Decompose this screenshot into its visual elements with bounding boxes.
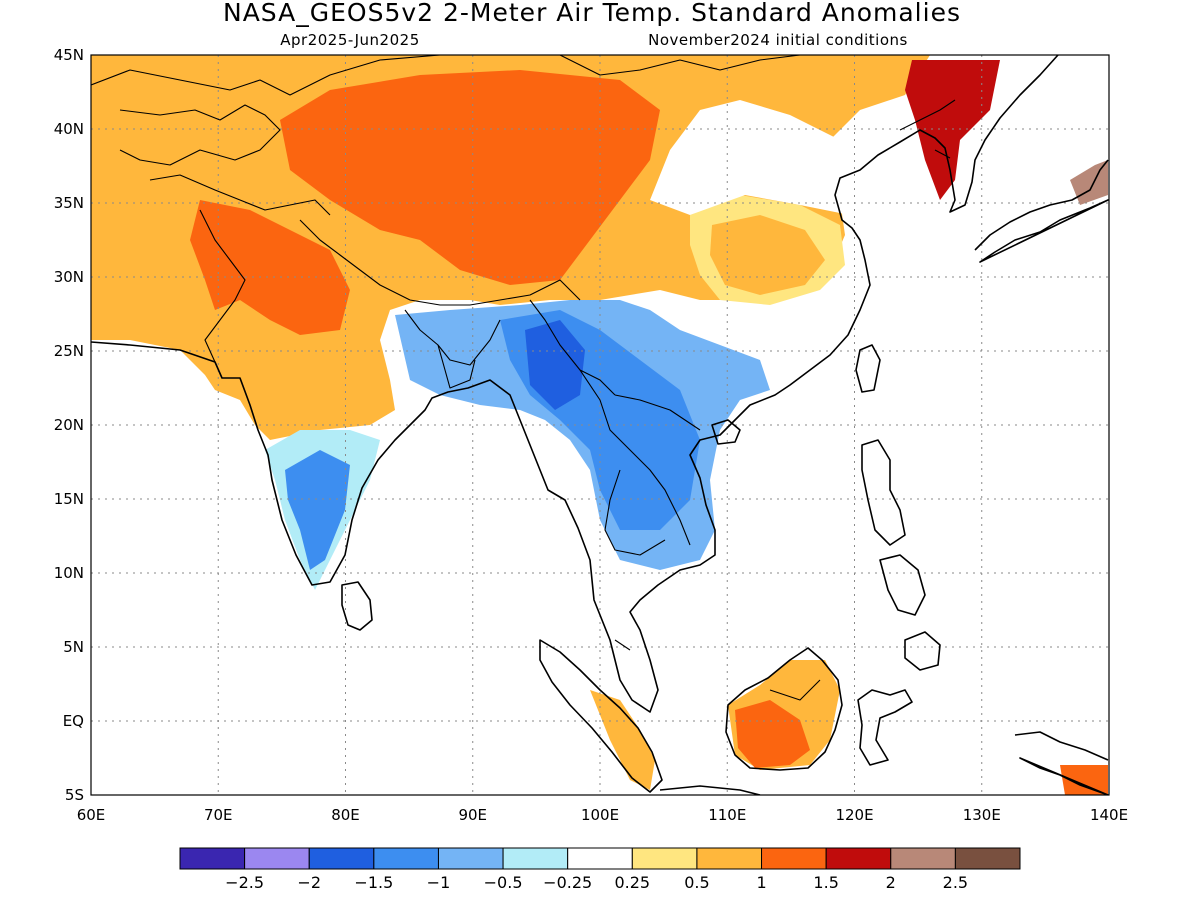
longitude-tick-label: 120E — [835, 806, 873, 824]
colorbar-swatch — [308, 847, 375, 870]
colorbar-swatch — [890, 847, 956, 870]
india-strong-cool-region — [285, 450, 350, 570]
longitude-tick-label: 90E — [458, 806, 487, 824]
longitude-tick-label: 70E — [204, 806, 233, 824]
sri-lanka-coast — [341, 581, 373, 631]
coastlines — [91, 55, 1109, 795]
colorbar-tick-label: 1 — [756, 873, 766, 892]
sumatra-coast — [539, 639, 663, 793]
colorbar-tick-label: −1 — [427, 873, 451, 892]
colorbar-swatch — [696, 847, 763, 870]
latitude-tick-label: 15N — [54, 490, 84, 508]
map-plot-area — [91, 55, 1109, 795]
colorbar-swatch — [502, 847, 569, 870]
colorbar-tick-label: 1.5 — [813, 873, 838, 892]
latitude-tick-label: 5N — [63, 638, 84, 656]
border-india-east — [404, 309, 501, 366]
latitude-tick-label: 45N — [54, 46, 84, 64]
map-frame — [90, 54, 1110, 796]
border-myanmar-china — [529, 299, 616, 396]
colorbar-tick-label: −0.5 — [484, 873, 523, 892]
figure-title: NASA_GEOS5v2 2-Meter Air Temp. Standard … — [223, 0, 961, 27]
colorbar-swatch — [244, 847, 310, 870]
latitude-tick-label: 5S — [65, 786, 84, 804]
colorbar-swatch — [954, 847, 1021, 870]
latitude-tick-label: 40N — [54, 120, 84, 138]
longitude-tick-label: 100E — [581, 806, 619, 824]
colorbar-swatch — [437, 847, 504, 870]
inner-warm-region — [710, 215, 825, 295]
borneo-coast — [725, 647, 843, 771]
myanmar-cool-core — [525, 320, 585, 410]
longitude-tick-label: 80E — [331, 806, 360, 824]
national-borders — [91, 55, 956, 701]
korea-hot-region — [905, 60, 1000, 200]
asia-mainland-coast — [91, 55, 1059, 713]
latitude-tick-label: 35N — [54, 194, 84, 212]
new-guinea-warm-region — [1060, 765, 1108, 795]
philippine-islands-coast — [879, 554, 941, 671]
north-china-neutral-region — [650, 100, 860, 215]
colorbar-swatch — [761, 847, 827, 870]
colorbar-swatch — [567, 847, 633, 870]
colorbar-tick-label: −2 — [297, 873, 321, 892]
border-himalaya — [299, 219, 581, 306]
latitude-tick-label: 30N — [54, 268, 84, 286]
border-bangladesh — [437, 344, 476, 389]
longitude-tick-label: 140E — [1090, 806, 1128, 824]
border-malaysia — [614, 639, 821, 701]
latitude-tick-label: 10N — [54, 564, 84, 582]
sumatra-warm-region — [590, 690, 655, 790]
latitude-tick-label: EQ — [63, 712, 84, 730]
colorbar-tick-label: −1.5 — [354, 873, 393, 892]
colorbar-swatch — [179, 847, 246, 870]
java-coast — [659, 785, 761, 795]
colorbar-tick-label: 2 — [886, 873, 896, 892]
longitude-tick-label: 110E — [708, 806, 746, 824]
hainan-coast — [711, 419, 741, 445]
borneo-strong-warm-region — [735, 700, 810, 768]
sulawesi-coast — [857, 689, 913, 766]
luzon-coast — [861, 439, 906, 546]
colorbar-tick-label: 0.25 — [614, 873, 650, 892]
border-central-asia — [119, 104, 281, 166]
border-indochina — [579, 369, 701, 556]
longitude-tick-label: 130E — [963, 806, 1001, 824]
colorbar-legend: −2.5 −2 −1.5 −1 −0.5 −0.25 0.25 0.5 1 1.5 2 2.5 — [179, 847, 1021, 892]
border-korea — [899, 99, 956, 159]
latitude-tick-label: 25N — [54, 342, 84, 360]
colorbar-tick-label: −2.5 — [225, 873, 264, 892]
colorbar-tick-label: −0.25 — [543, 873, 592, 892]
initial-conditions-subtitle: November2024 initial conditions — [648, 31, 908, 49]
new-guinea-coast — [1014, 731, 1109, 795]
colorbar-tick-label: 0.5 — [684, 873, 709, 892]
colorbar-tick-label: 2.5 — [943, 873, 968, 892]
period-subtitle: Apr2025-Jun2025 — [280, 31, 419, 49]
colorbar-swatch — [373, 847, 439, 870]
indus-warm-region — [190, 200, 350, 335]
border-pakistan-india — [199, 209, 246, 363]
border-north-chain — [91, 55, 801, 96]
latitude-tick-labels: 45N 40N 35N 30N 25N 20N 15N 10N 5N EQ 5S — [54, 46, 84, 804]
colorbar-swatch — [825, 847, 892, 870]
taiwan-coast — [855, 344, 881, 393]
latitude-tick-label: 20N — [54, 416, 84, 434]
longitude-tick-labels: 60E 70E 80E 90E 100E 110E 120E 130E 140E — [77, 806, 1128, 824]
japan-coast — [974, 159, 1109, 263]
longitude-tick-label: 60E — [77, 806, 106, 824]
strong-warm-region — [280, 70, 660, 285]
colorbar-swatch — [631, 847, 698, 870]
border-iran-afghanistan — [149, 174, 331, 216]
